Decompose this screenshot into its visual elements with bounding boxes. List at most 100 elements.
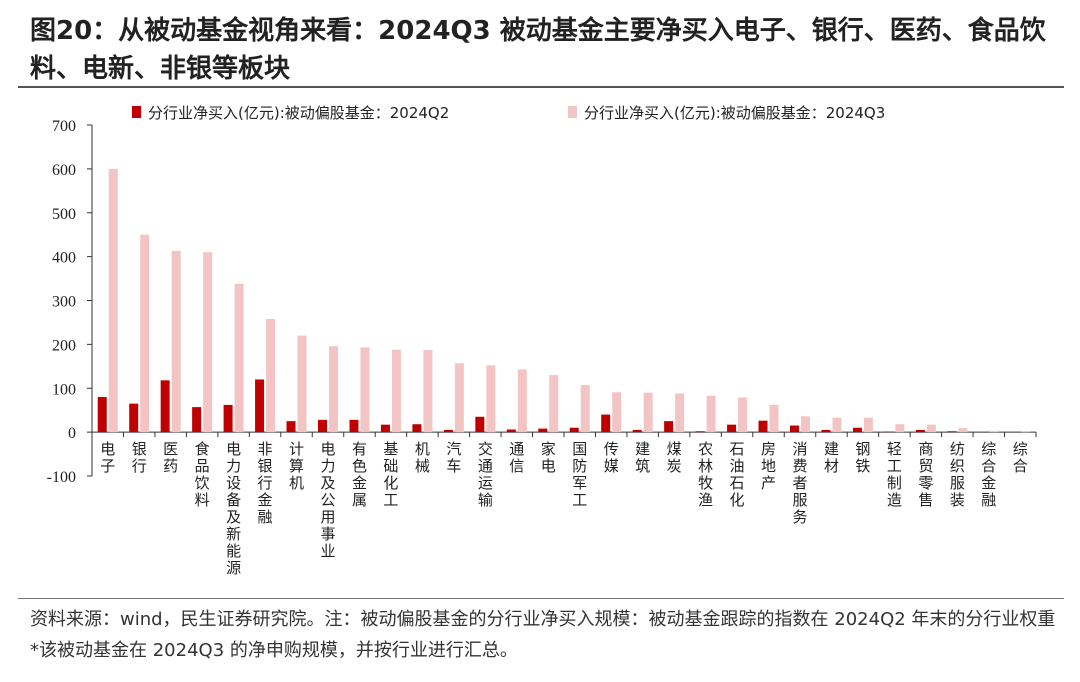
x-category-label-char: 防 — [572, 457, 587, 475]
x-category-label-char: 合 — [1013, 457, 1028, 475]
bar-2024q3 — [266, 318, 276, 433]
bar-2024q2 — [443, 429, 453, 433]
x-category-label-char: 房 — [761, 440, 776, 458]
bar-2024q3 — [926, 424, 936, 433]
x-category-label-char: 新 — [226, 525, 241, 543]
y-tick-label: 200 — [52, 337, 76, 354]
bar-2024q3 — [171, 250, 181, 433]
bar-2024q3 — [140, 234, 150, 433]
x-category-label-char: 地 — [761, 457, 776, 475]
x-category-label-char: 装 — [950, 491, 965, 509]
x-category-label-char: 及 — [226, 508, 241, 526]
y-tick-label: 0 — [68, 425, 76, 442]
x-category-label-char: 输 — [478, 491, 493, 509]
bar-2024q2 — [632, 429, 642, 433]
x-category-label-char: 交 — [478, 440, 493, 458]
x-category-label-char: 医 — [163, 440, 178, 458]
x-category-label-char: 零 — [918, 474, 933, 492]
bar-2024q3 — [454, 363, 464, 433]
bar-2024q2 — [412, 424, 422, 433]
bar-2024q2 — [160, 380, 170, 433]
bar-2024q2 — [129, 403, 139, 433]
y-tick-label: 100 — [52, 381, 76, 398]
bar-2024q3 — [580, 385, 590, 433]
title-divider — [18, 86, 1064, 88]
bar-2024q3 — [391, 349, 401, 433]
x-category-label-char: 料 — [195, 491, 210, 509]
x-category-label-char: 牧 — [698, 474, 713, 492]
x-category-label-char: 行 — [132, 457, 147, 475]
bar-2024q3 — [423, 350, 433, 433]
x-category-label-char: 设 — [226, 474, 241, 492]
x-category-label-char: 机 — [289, 474, 304, 492]
y-tick-label: 700 — [52, 118, 76, 135]
bar-2024q3 — [486, 365, 496, 433]
figure-title: 图20：从被动基金视角来看：2024Q3 被动基金主要净买入电子、银行、医药、食… — [30, 16, 1046, 84]
x-category-label-char: 事 — [320, 525, 335, 543]
x-category-label-char: 服 — [950, 474, 965, 492]
x-category-label-char: 钢 — [855, 440, 870, 458]
x-category-label-char: 材 — [824, 457, 839, 475]
bar-2024q2 — [192, 407, 202, 433]
x-category-label-char: 综 — [1013, 440, 1028, 458]
x-category-label-char: 煤 — [667, 440, 682, 458]
x-category-label-char: 电 — [226, 440, 241, 458]
y-tick-label: 600 — [52, 162, 76, 179]
x-category-label-char: 工 — [572, 491, 587, 509]
x-category-label-char: 机 — [415, 440, 430, 458]
x-category-label-char: 电 — [100, 440, 115, 458]
x-category-label-char: 织 — [950, 457, 965, 475]
bar-2024q3 — [108, 168, 118, 433]
x-category-label-char: 能 — [226, 542, 241, 560]
chart-axes: -100 0 100 200 300 400 500 600 700 — [47, 118, 1037, 486]
legend-item-2024q2-swatch — [132, 106, 141, 118]
y-tick-label: 400 — [52, 250, 76, 267]
x-category-label-char: 有 — [352, 440, 367, 458]
x-category-label-char: 础 — [383, 457, 398, 475]
x-category-label-char: 电 — [541, 457, 556, 475]
bar-2024q2 — [538, 428, 548, 433]
bar-2024q3 — [989, 430, 999, 433]
x-category-label-char: 业 — [320, 542, 335, 560]
x-category-label-char: 运 — [478, 474, 493, 492]
bar-2024q2 — [695, 431, 705, 433]
bar-2024q3 — [738, 397, 748, 433]
bar-2024q3 — [297, 335, 307, 433]
x-category-label-char: 军 — [572, 474, 587, 492]
x-category-label-char: 建 — [824, 440, 839, 458]
bar-2024q3 — [517, 369, 527, 433]
bar-2024q2 — [601, 414, 611, 433]
bar-2024q2 — [255, 379, 265, 433]
bar-2024q2 — [758, 420, 768, 433]
x-category-label-char: 计 — [289, 440, 304, 458]
bar-2024q2 — [664, 421, 674, 433]
bar-2024q3 — [801, 416, 810, 433]
bar-2024q2 — [852, 427, 862, 433]
x-category-label-char: 属 — [352, 491, 367, 509]
bar-2024q2 — [223, 404, 233, 433]
x-category-label-char: 械 — [415, 457, 430, 475]
x-category-label-char: 媒 — [604, 457, 619, 475]
x-category-label-char: 消 — [792, 440, 807, 458]
x-category-label-char: 备 — [226, 491, 241, 509]
bar-2024q2 — [947, 431, 957, 433]
x-category-label-char: 源 — [226, 559, 241, 577]
chart-legend: 分行业净买入(亿元):被动偏股基金：2024Q2 分行业净买入(亿元):被动偏股基… — [132, 104, 885, 122]
x-category-label-char: 务 — [792, 508, 807, 526]
bar-2024q2 — [506, 429, 516, 433]
bar-2024q2 — [569, 427, 579, 433]
bar-2024q2 — [915, 429, 925, 433]
x-axis-labels: 电子银行医药食品饮料电力设备及新能源非银行金融计算机电力及公用事业有色金属基础化… — [100, 440, 1028, 577]
bar-2024q3 — [549, 375, 559, 433]
x-category-label-char: 筑 — [635, 457, 650, 475]
x-category-label-char: 家 — [541, 440, 556, 458]
x-category-label-char: 化 — [730, 491, 745, 509]
x-category-label-char: 石 — [730, 474, 745, 492]
x-category-label-char: 汽 — [446, 440, 461, 458]
y-tick-label: -100 — [47, 469, 76, 486]
x-category-label-char: 通 — [509, 440, 524, 458]
x-category-label-char: 林 — [698, 457, 713, 475]
x-category-label-char: 造 — [887, 491, 902, 509]
x-category-label-char: 油 — [730, 457, 745, 475]
